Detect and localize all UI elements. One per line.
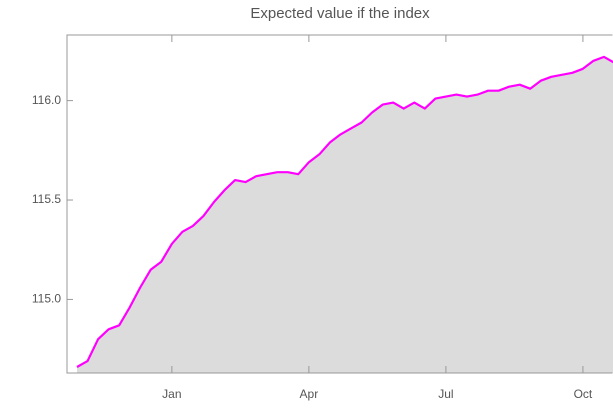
x-tick-label: Jul <box>438 387 453 401</box>
y-tick-label: 115.5 <box>32 192 61 206</box>
area <box>77 56 613 373</box>
y-tick-label: 115.0 <box>32 292 61 306</box>
x-tick-label: Oct <box>574 387 593 401</box>
x-tick-label: Jan <box>162 387 181 401</box>
x-tick-label: Apr <box>300 387 319 401</box>
y-tick-label: 116.0 <box>32 93 61 107</box>
frame <box>66 34 613 374</box>
line <box>76 55 613 368</box>
chart-title: Expected value if the index <box>250 5 430 22</box>
